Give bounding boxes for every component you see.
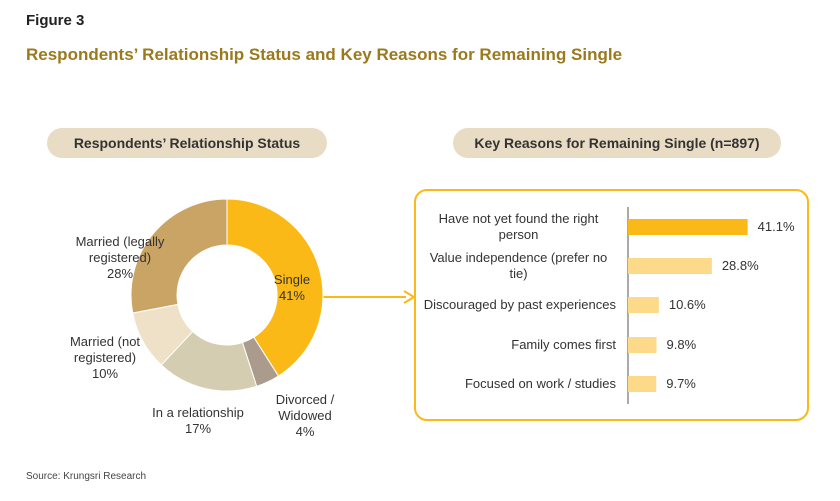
bar bbox=[628, 337, 657, 353]
bar-value-label: 28.8% bbox=[721, 258, 759, 273]
slice-name: Married (legally registered) bbox=[75, 234, 165, 265]
donut-slice bbox=[226, 198, 324, 377]
donut-title: Respondents’ Relationship Status bbox=[47, 128, 327, 158]
arrow-head bbox=[403, 290, 416, 304]
bar-category: Have not yet found the right person bbox=[438, 211, 599, 242]
slice-name: Divorced / Widowed bbox=[275, 392, 335, 423]
bar-category: Discouraged by past experiences bbox=[423, 297, 616, 312]
slice-value: 17% bbox=[184, 421, 212, 436]
bar-category: Family comes first bbox=[511, 337, 616, 352]
slice-label: In a relationship 17% bbox=[152, 405, 244, 437]
bar bbox=[628, 376, 657, 392]
bar-category: Focused on work / studies bbox=[464, 376, 616, 391]
bar-title: Key Reasons for Remaining Single (n=897) bbox=[453, 128, 781, 158]
slice-value: 4% bbox=[295, 424, 315, 439]
bar-value-label: 10.6% bbox=[668, 297, 706, 312]
figure-label: Figure 3 bbox=[26, 12, 85, 29]
slice-label: Married (not registered) 10% bbox=[55, 334, 155, 382]
slice-name: In a relationship bbox=[152, 405, 244, 420]
bar bbox=[628, 219, 748, 235]
slice-label: Married (legally registered) 28% bbox=[60, 234, 180, 282]
source: Source: Krungsri Research bbox=[26, 471, 147, 482]
slice-value: 28% bbox=[106, 266, 134, 281]
bar bbox=[628, 258, 712, 274]
bar-category: Value independence (prefer no tie) bbox=[429, 250, 608, 281]
slice-name: Married (not registered) bbox=[69, 334, 141, 365]
bar-value-label: 41.1% bbox=[757, 219, 795, 234]
reasons-frame bbox=[414, 189, 809, 421]
slice-name: Single bbox=[273, 272, 311, 287]
figure-title: Respondents’ Relationship Status and Key… bbox=[26, 45, 623, 64]
slice-label: Divorced / Widowed 4% bbox=[270, 392, 340, 440]
bar-value-label: 9.7% bbox=[666, 376, 696, 391]
slice-label: Single 41% bbox=[274, 272, 310, 304]
slice-value: 41% bbox=[278, 288, 306, 303]
bar-value-label: 9.8% bbox=[666, 337, 697, 352]
slice-value: 10% bbox=[91, 366, 119, 381]
donut-slice bbox=[130, 198, 228, 314]
bar bbox=[628, 297, 659, 313]
